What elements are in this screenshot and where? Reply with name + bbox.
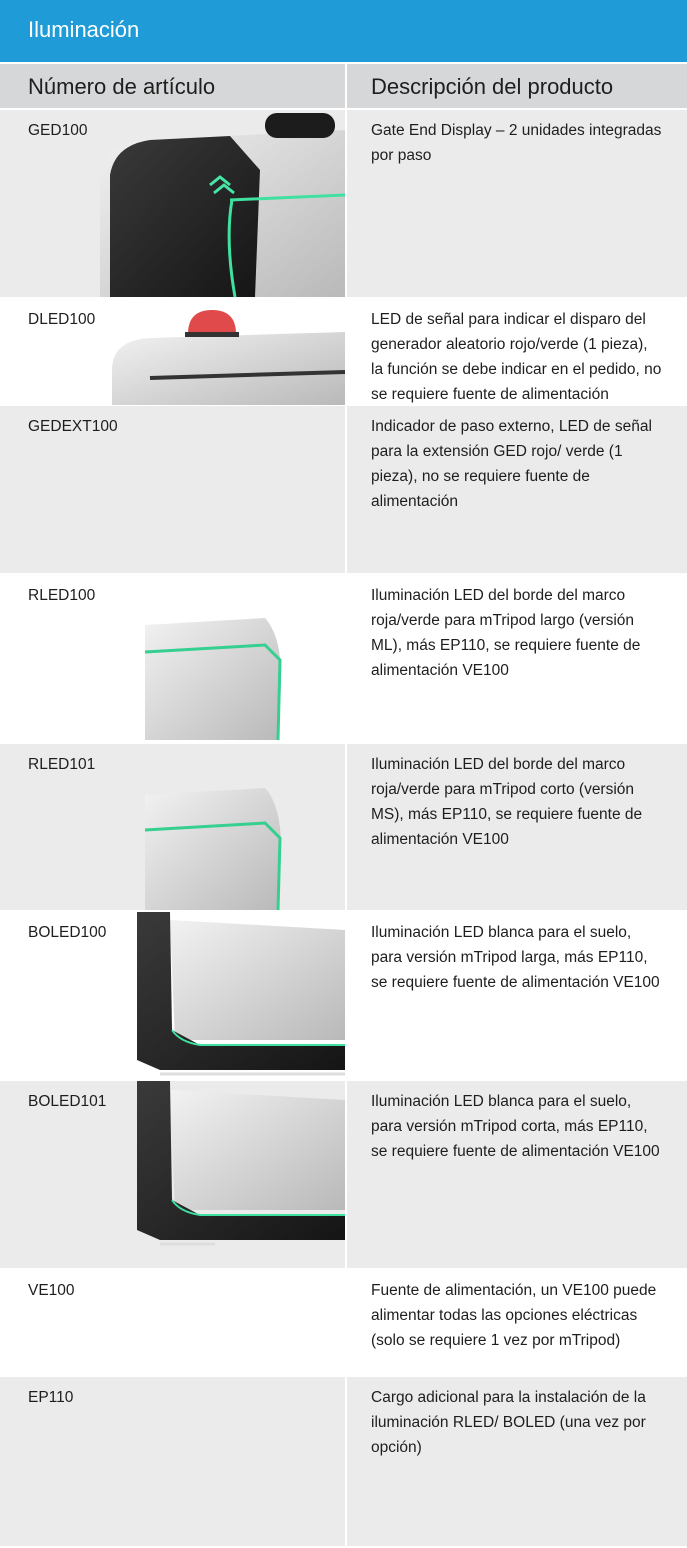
article-number: VE100 [0,1270,345,1375]
product-description: LED de señal para indicar el disparo del… [347,299,687,404]
table-row: RLED100 Iluminación LED del borde del mar… [0,575,687,742]
product-description: Iluminación LED del borde del marco roja… [347,744,687,910]
title: Iluminación [28,17,140,42]
article-number: GED100 [0,110,345,297]
table-row: DLED100 LED de señal para indicar el disp… [0,299,687,404]
table-row: RLED101 Iluminación LED del borde del mar… [0,744,687,910]
product-description: Iluminación LED blanca para el suelo, pa… [347,1081,687,1268]
article-number: GEDEXT100 [0,406,345,573]
product-description: Iluminación LED blanca para el suelo, pa… [347,912,687,1079]
table-row: VE100 Fuente de alimentación, un VE100 pu… [0,1270,687,1375]
product-description: Iluminación LED del borde del marco roja… [347,575,687,742]
table-row: BOLED101 Iluminación LED blanca para el s… [0,1081,687,1268]
article-number: EP110 [0,1377,345,1546]
article-number: RLED100 [0,575,345,742]
column-header: Número de artículo [0,64,345,108]
article-number: RLED101 [0,744,345,910]
column-header: Descripción del producto [347,64,687,108]
product-description: Gate End Display – 2 unidades integradas… [347,110,687,297]
article-number: DLED100 [0,299,345,404]
table-row: GEDEXT100 Indicador de paso externo, LED … [0,406,687,573]
product-description: Fuente de alimentación, un VE100 puede a… [347,1270,687,1375]
header-row: Número de artículo Descripción del produ… [0,64,687,108]
title-bar: Iluminación [0,0,687,62]
article-number: BOLED101 [0,1081,345,1268]
product-description: Cargo adicional para la instalación de l… [347,1377,687,1546]
article-number: BOLED100 [0,912,345,1079]
table-row: GED100 Gate End Display – 2 unidades inte… [0,110,687,297]
table-row: EP110 Cargo adicional para la instalación… [0,1377,687,1546]
table-row: BOLED100 Iluminación LED blanca para el s… [0,912,687,1079]
product-description: Indicador de paso externo, LED de señal … [347,406,687,573]
